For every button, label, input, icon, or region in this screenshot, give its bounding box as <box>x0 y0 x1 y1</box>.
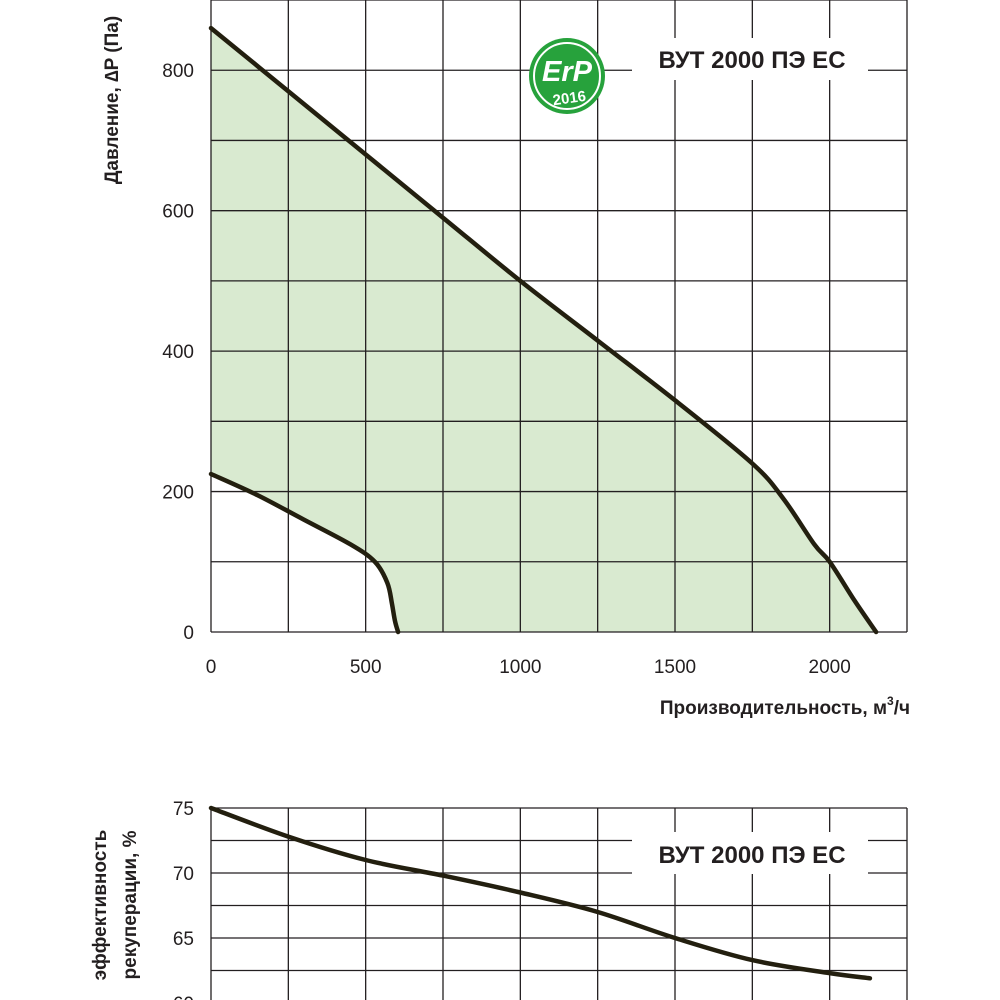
x-axis-title-sup: 3 <box>887 694 894 708</box>
efficiency-y-tick-labels: 75 70 65 60 <box>173 799 194 1000</box>
x-tick-label: 1000 <box>499 657 541 678</box>
efficiency-y-tick-label: 60 <box>173 994 194 1000</box>
x-tick-label: 0 <box>206 657 217 678</box>
efficiency-y-title-line2: рекуперации, % <box>120 830 141 979</box>
x-axis-title-suffix: /ч <box>894 698 910 719</box>
pressure-chart: 0 500 1000 1500 2000 0 200 400 600 800 Давление,… <box>102 0 910 719</box>
x-tick-labels: 0 500 1000 1500 2000 <box>206 657 851 678</box>
x-axis-title-main: Производительность, м <box>660 698 887 719</box>
y-tick-label: 600 <box>162 202 194 223</box>
erp-badge-ring <box>533 42 601 110</box>
y-tick-label: 800 <box>162 61 194 82</box>
erp-badge-circle <box>529 38 605 114</box>
pressure-grid <box>210 0 908 633</box>
x-tick-label: 500 <box>350 657 382 678</box>
efficiency-y-title-line1: эффективность <box>90 830 111 981</box>
x-tick-label: 1500 <box>654 657 696 678</box>
efficiency-chart-title: ВУТ 2000 ПЭ ЕС <box>658 842 845 869</box>
y-tick-label: 0 <box>183 623 194 644</box>
erp-badge-year: 2016 <box>552 88 587 109</box>
efficiency-title-background <box>632 832 868 874</box>
efficiency-y-tick-label: 65 <box>173 929 194 950</box>
efficiency-curve <box>208 805 873 981</box>
y-tick-label: 200 <box>162 483 194 504</box>
x-axis-title: Производительность, м3/ч <box>660 694 910 719</box>
max-curve <box>208 25 879 635</box>
erp-2016-badge: ErP 2016 <box>529 38 605 114</box>
erp-badge-main: ErP <box>542 56 593 88</box>
x-tick-label: 2000 <box>809 657 851 678</box>
chart-title: ВУТ 2000 ПЭ ЕС <box>658 47 845 74</box>
y-tick-label: 400 <box>162 342 194 363</box>
title-background <box>632 38 868 80</box>
efficiency-y-tick-label: 75 <box>173 799 194 820</box>
y-axis-title: Давление, ∆P (Па) <box>102 16 123 184</box>
min-curve <box>208 471 401 635</box>
efficiency-y-tick-label: 70 <box>173 864 194 885</box>
y-tick-labels: 0 200 400 600 800 <box>162 61 194 644</box>
operating-area-fill <box>211 28 877 633</box>
efficiency-chart: 75 70 65 60 эффективность рекуперации, % ВУ… <box>90 799 908 1000</box>
